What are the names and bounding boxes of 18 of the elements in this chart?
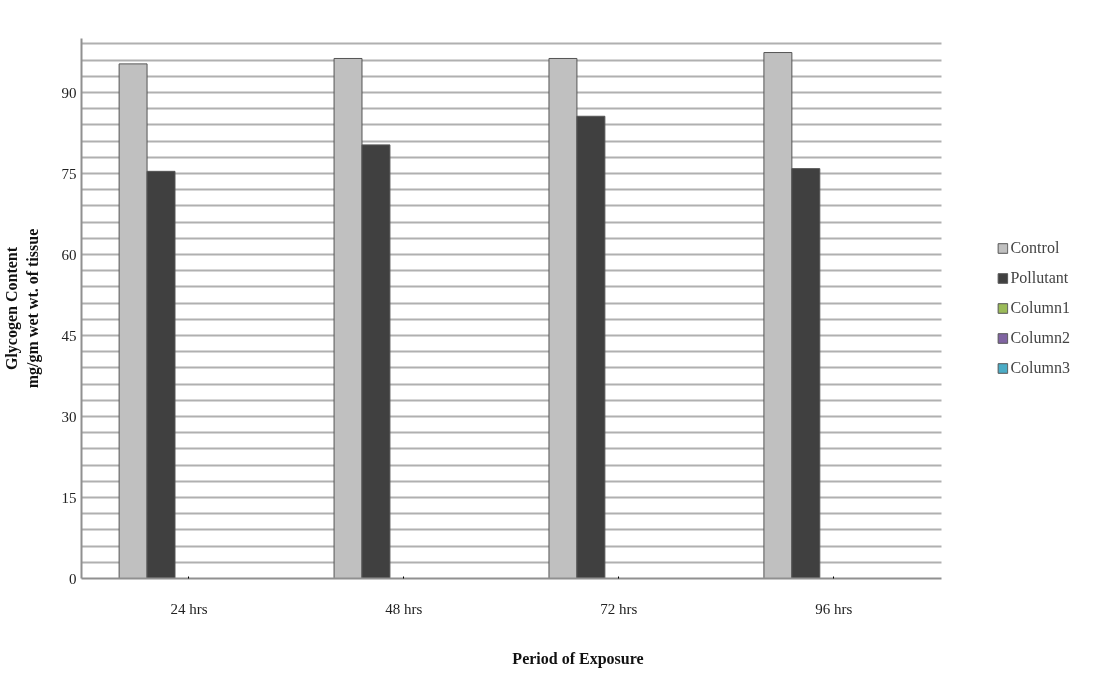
y-axis-title: Glycogen Content mg/gm wet wt. of tissue	[3, 228, 42, 389]
y-tick-label: 0	[69, 570, 77, 587]
legend-label: Control	[1010, 239, 1060, 257]
y-tick-label: 75	[61, 165, 77, 182]
y-tick-label: 30	[61, 408, 77, 425]
legend-label: Column1	[1010, 299, 1070, 317]
legend-label: Column3	[1010, 359, 1070, 377]
y-tick-label: 90	[61, 84, 77, 101]
legend-label: Pollutant	[1010, 269, 1069, 287]
legend-label: Column2	[1010, 329, 1070, 347]
y-tick-label: 45	[61, 327, 77, 344]
x-tick-label: 96 hrs	[815, 600, 853, 617]
x-axis-title: Period of Exposure	[512, 649, 644, 668]
x-tick-label: 24 hrs	[170, 600, 208, 617]
x-tick-label: 48 hrs	[385, 600, 423, 617]
y-tick-label: 15	[61, 489, 77, 506]
x-tick-label: 72 hrs	[600, 600, 638, 617]
y-tick-label: 60	[61, 246, 77, 263]
